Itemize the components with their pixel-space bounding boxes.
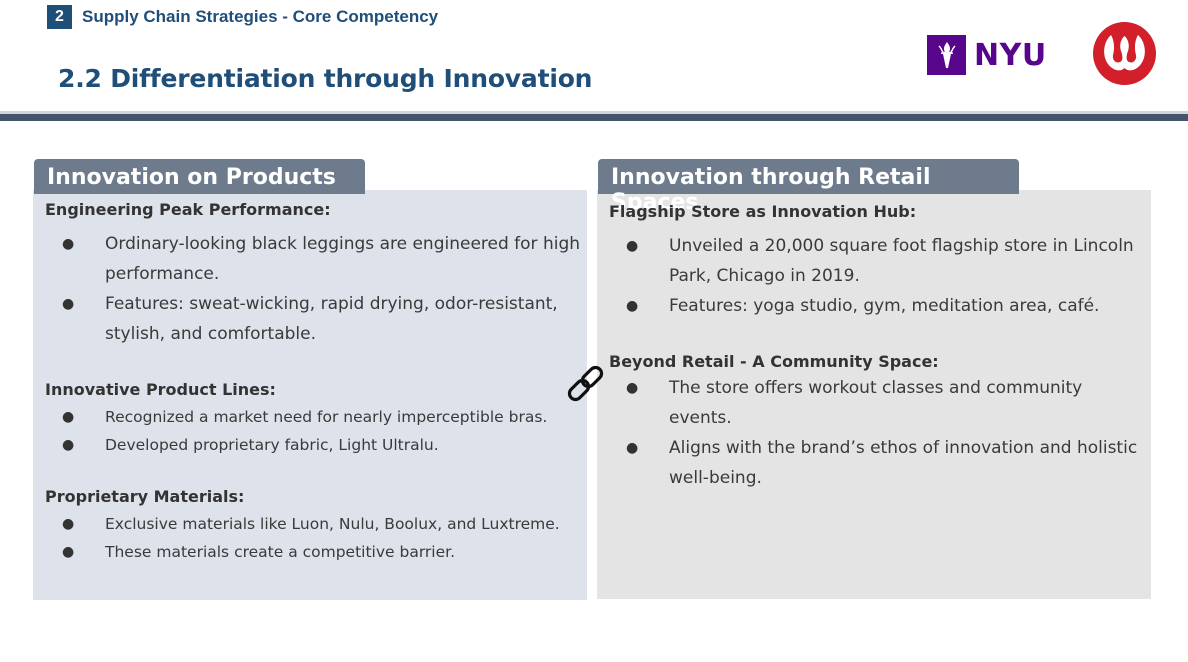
bullet-list: Exclusive materials like Luon, Nulu, Boo… <box>45 510 585 566</box>
group-heading: Flagship Store as Innovation Hub: <box>609 202 917 221</box>
section-title: Supply Chain Strategies - Core Competenc… <box>82 7 439 26</box>
slide-title: 2.2 Differentiation through Innovation <box>58 64 593 93</box>
bullet-list: Recognized a market need for nearly impe… <box>45 403 585 459</box>
lululemon-logo <box>1093 22 1156 85</box>
bullet-list: Unveiled a 20,000 square foot flagship s… <box>609 231 1149 321</box>
list-item: Developed proprietary fabric, Light Ultr… <box>45 431 585 459</box>
group-heading: Proprietary Materials: <box>45 487 245 506</box>
list-item: Aligns with the brand’s ethos of innovat… <box>609 433 1149 493</box>
retail-tab-title: Innovation through Retail Spaces <box>598 159 1019 215</box>
bullet-list: The store offers workout classes and com… <box>609 373 1149 493</box>
bullet-list: Ordinary-looking black leggings are engi… <box>45 229 585 349</box>
section-tag: 2 Supply Chain Strategies - Core Compete… <box>47 5 438 29</box>
group-heading: Beyond Retail - A Community Space: <box>609 352 939 371</box>
nyu-logo-text: NYU <box>974 37 1047 73</box>
list-item: Exclusive materials like Luon, Nulu, Boo… <box>45 510 585 538</box>
list-item: The store offers workout classes and com… <box>609 373 1149 433</box>
products-content: Engineering Peak Performance: Ordinary-l… <box>45 200 585 566</box>
header-divider <box>0 111 1188 121</box>
list-item: Features: sweat-wicking, rapid drying, o… <box>45 289 585 349</box>
list-item: Features: yoga studio, gym, meditation a… <box>609 291 1149 321</box>
list-item: These materials create a competitive bar… <box>45 538 585 566</box>
section-number: 2 <box>47 5 72 29</box>
nyu-torch-icon <box>927 35 966 75</box>
list-item: Unveiled a 20,000 square foot flagship s… <box>609 231 1149 291</box>
list-item: Recognized a market need for nearly impe… <box>45 403 585 431</box>
retail-content: Flagship Store as Innovation Hub: Unveil… <box>609 202 1149 493</box>
products-tab-title: Innovation on Products <box>34 159 365 194</box>
nyu-logo: NYU <box>927 35 1047 75</box>
chain-link-icon <box>565 363 609 405</box>
header-divider-highlight <box>0 111 1188 114</box>
group-heading: Engineering Peak Performance: <box>45 200 331 219</box>
group-heading: Innovative Product Lines: <box>45 380 276 399</box>
list-item: Ordinary-looking black leggings are engi… <box>45 229 585 289</box>
